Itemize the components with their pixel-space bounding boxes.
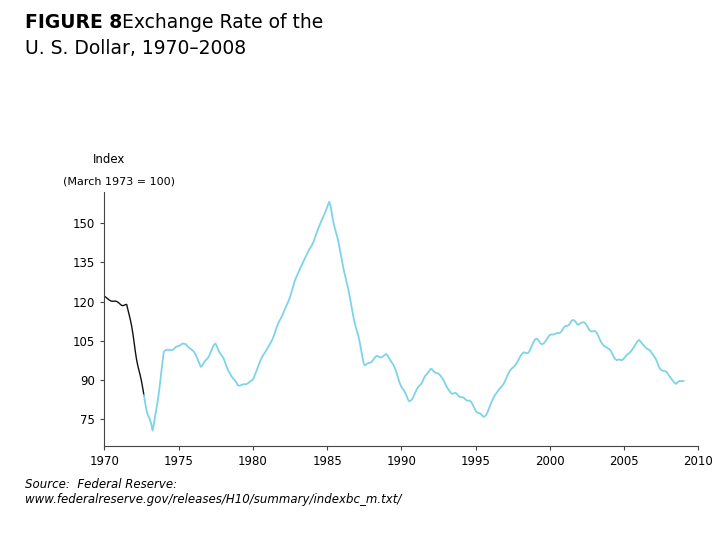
Text: Exchange Rate of the: Exchange Rate of the [110, 14, 323, 32]
Text: FIGURE 8: FIGURE 8 [25, 14, 122, 32]
Text: (March 1973 = 100): (March 1973 = 100) [63, 177, 175, 187]
Text: U. S. Dollar, 1970–2008: U. S. Dollar, 1970–2008 [25, 39, 246, 58]
Text: Source:  Federal Reserve:
www.federalreserve.gov/releases/H10/summary/indexbc_m.: Source: Federal Reserve: www.federalrese… [25, 478, 402, 506]
Text: Index: Index [92, 153, 125, 166]
